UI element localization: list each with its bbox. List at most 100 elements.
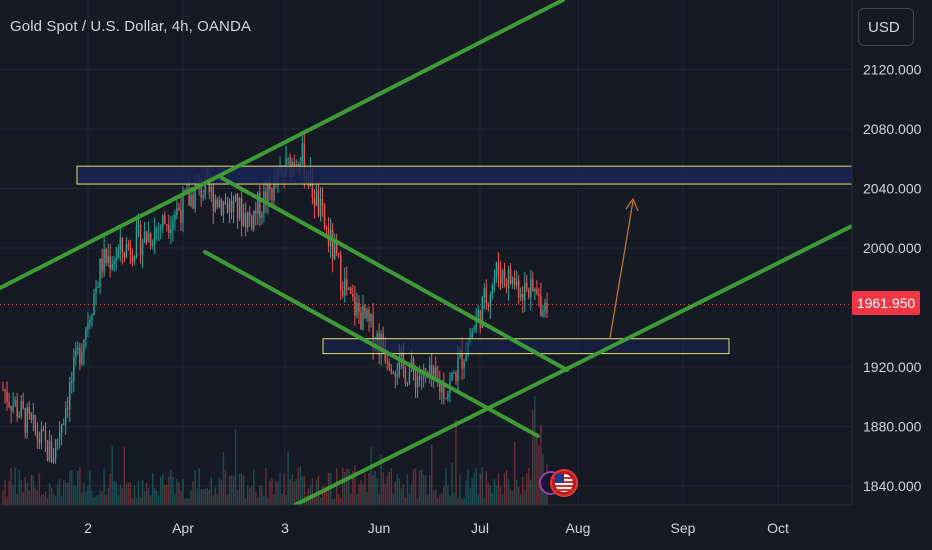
volume-bar (485, 470, 488, 505)
volume-bar (398, 478, 401, 505)
candle-body (253, 210, 255, 229)
volume-bar (455, 419, 457, 505)
candle-body (71, 380, 73, 383)
candle-body (534, 288, 536, 292)
candle-body (42, 429, 45, 432)
candle-body (420, 378, 423, 380)
volume-bar (64, 482, 67, 505)
x-tick-label: Aug (566, 520, 591, 536)
volume-bar (75, 486, 77, 505)
volume-bar (44, 491, 47, 505)
candle-body (244, 213, 247, 228)
volume-bar (192, 480, 194, 505)
candle-body (238, 198, 241, 219)
volume-bar (297, 468, 299, 505)
volume-bar (293, 481, 295, 505)
candle-body (48, 441, 51, 461)
volume-bar (97, 494, 99, 505)
volume-bar (394, 482, 397, 505)
volume-bar (348, 469, 350, 505)
candle-body (54, 439, 57, 459)
volume-bar (172, 476, 174, 505)
candle-body (50, 441, 53, 463)
candle-body (517, 280, 520, 298)
candle-body (141, 242, 144, 256)
volume-bar (331, 498, 334, 505)
volume-bar (222, 451, 225, 505)
candle-body (443, 384, 445, 399)
volume-bar (443, 486, 445, 505)
candle-body (220, 200, 223, 215)
volume-bar (382, 472, 384, 505)
volume-bar (236, 490, 239, 505)
trendline (0, 0, 565, 290)
volume-bar (212, 495, 215, 505)
y-tick-label: 2080.000 (863, 121, 922, 137)
y-axis-background (852, 0, 932, 550)
chart-title: Gold Spot / U.S. Dollar, 4h, OANDA (10, 18, 251, 35)
volume-bar (299, 466, 301, 505)
volume-bar (216, 493, 219, 505)
candle-body (69, 382, 71, 410)
candle-body (501, 269, 504, 284)
candle-body (509, 268, 512, 284)
volume-bar (313, 496, 316, 505)
candle-body (538, 294, 540, 296)
volume-bar (526, 473, 528, 505)
currency-button[interactable]: USD (858, 8, 914, 46)
candle-body (4, 389, 6, 392)
volume-bar (449, 495, 451, 505)
candle-body (364, 305, 366, 319)
volume-bar (228, 476, 231, 505)
candle-body (200, 181, 202, 198)
volume-bar (528, 467, 530, 505)
volume-bar (6, 496, 8, 505)
volume-bar (99, 490, 101, 505)
candle-body (354, 296, 356, 316)
candle-body (408, 371, 411, 384)
volume-bar (356, 494, 358, 505)
candle-body (93, 293, 95, 316)
volume-bar (445, 467, 447, 505)
candle-body (497, 262, 500, 275)
candle-body (133, 256, 136, 261)
candle-body (406, 383, 409, 385)
volume-bar (544, 490, 546, 505)
volume-bar (224, 469, 227, 505)
candle-body (321, 198, 324, 207)
candle-body (465, 355, 467, 362)
volume-bar (16, 494, 18, 505)
candle-body (435, 367, 437, 378)
volume-bar (457, 498, 459, 505)
candle-body (151, 244, 154, 246)
volume-bar (291, 474, 293, 505)
volume-bar (408, 493, 411, 505)
volume-bar (273, 494, 275, 505)
candle-body (317, 190, 320, 216)
volume-bar (483, 498, 486, 505)
candle-body (532, 279, 534, 292)
volume-bar (499, 486, 502, 505)
candle-body (178, 207, 180, 210)
volume-bar (257, 496, 259, 505)
candle-body (60, 424, 63, 434)
candle-body (404, 367, 407, 384)
flag-us-icon[interactable] (538, 463, 582, 503)
candle-body (18, 416, 20, 418)
volume-bar (255, 492, 257, 505)
x-tick-label: Jun (368, 520, 391, 536)
candle-body (287, 157, 289, 159)
volume-bar (109, 473, 111, 505)
volume-bar (275, 480, 277, 505)
candle-body (491, 285, 494, 296)
candle-body (91, 315, 93, 321)
volume-bar (259, 485, 261, 505)
trendline (220, 176, 569, 372)
candle-body (121, 237, 124, 253)
candle-body (117, 249, 119, 258)
candle-body (44, 431, 47, 441)
volume-bar (469, 487, 471, 505)
candle-body (366, 309, 368, 319)
volume-bar (538, 444, 540, 505)
